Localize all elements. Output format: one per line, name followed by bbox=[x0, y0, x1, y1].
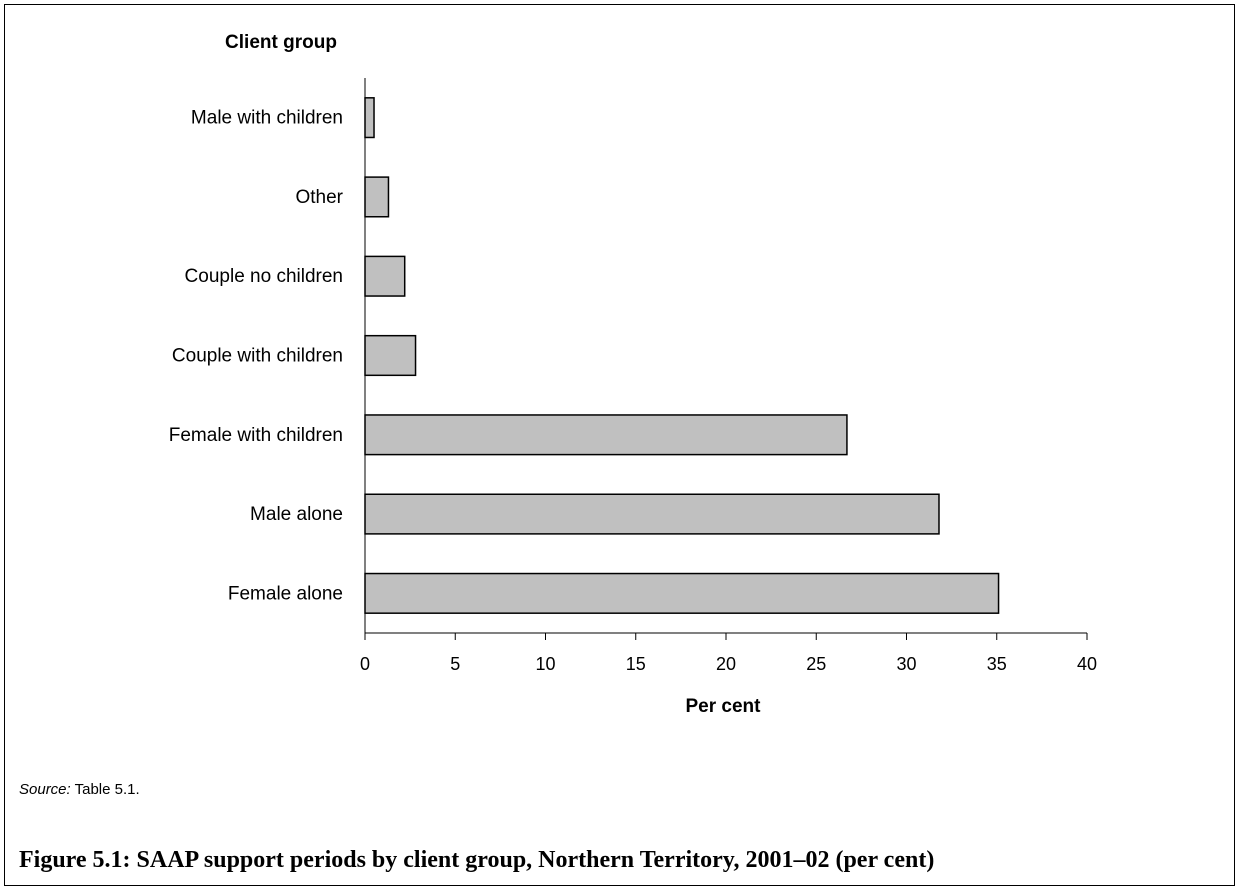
x-axis-title: Per cent bbox=[686, 696, 762, 717]
bar bbox=[364, 414, 848, 456]
source-label: Source: bbox=[19, 781, 71, 798]
category-label: Couple with children bbox=[172, 346, 343, 367]
figure-caption: Figure 5.1: SAAP support periods by clie… bbox=[19, 847, 935, 873]
x-tick-label: 40 bbox=[1077, 654, 1097, 674]
x-tick-label: 20 bbox=[716, 654, 736, 674]
x-tick-label: 5 bbox=[450, 654, 460, 674]
category-label: Female alone bbox=[228, 583, 343, 604]
source-note: Source: Table 5.1. bbox=[19, 781, 140, 798]
category-label: Couple no children bbox=[185, 266, 343, 287]
category-label: Male with children bbox=[191, 108, 343, 129]
figure-frame bbox=[4, 4, 1235, 886]
x-tick-label: 10 bbox=[535, 654, 555, 674]
bar bbox=[364, 97, 375, 139]
bar bbox=[364, 255, 406, 297]
category-label: Female with children bbox=[169, 425, 343, 446]
y-axis-title: Client group bbox=[225, 32, 337, 53]
category-label: Other bbox=[295, 187, 343, 208]
x-tick-label: 0 bbox=[360, 654, 370, 674]
bar bbox=[364, 334, 417, 377]
bar bbox=[364, 572, 1000, 614]
x-tick-label: 30 bbox=[896, 654, 916, 674]
category-label: Male alone bbox=[250, 504, 343, 525]
x-tick-label: 25 bbox=[806, 654, 826, 674]
source-text: Table 5.1. bbox=[70, 781, 140, 798]
bar bbox=[364, 493, 940, 535]
x-tick-label: 15 bbox=[626, 654, 646, 674]
x-tick-label: 35 bbox=[987, 654, 1007, 674]
bar bbox=[364, 176, 390, 218]
